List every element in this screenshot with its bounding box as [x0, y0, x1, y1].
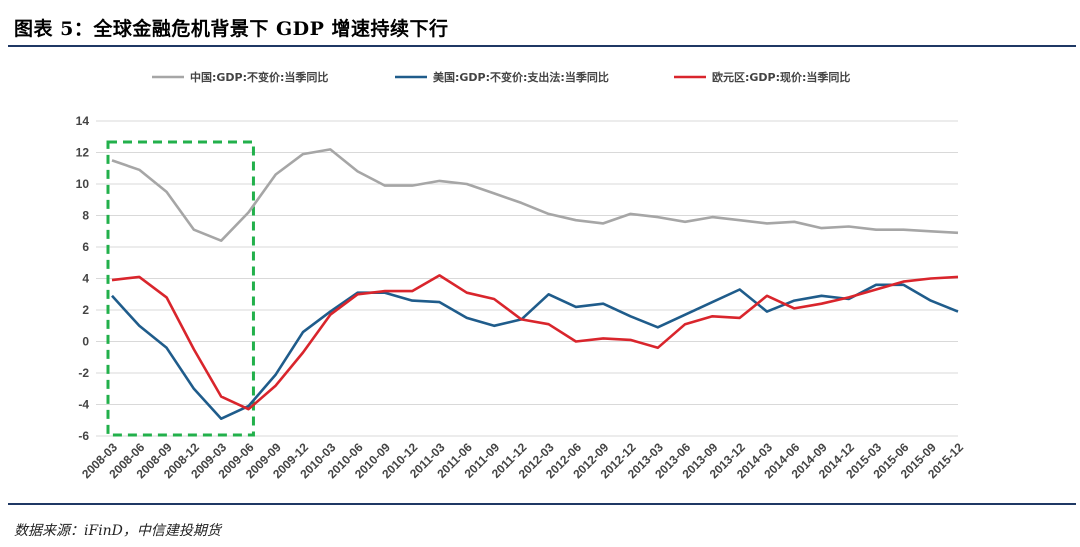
- y-tick-label: 2: [82, 303, 89, 317]
- title-rule: [8, 45, 1076, 47]
- source-note: 数据来源：iFinD，中信建投期货: [14, 523, 221, 539]
- series-line-usa: [111, 283, 959, 421]
- y-tick-label: 8: [82, 209, 89, 223]
- y-tick-label: 14: [76, 114, 90, 128]
- y-axis: 14 12 10 8 6 4 2 0 -2 -4 -6: [76, 114, 90, 443]
- chart-title: 图表 5：全球金融危机背景下 GDP 增速持续下行: [14, 18, 449, 40]
- legend: 中国:GDP:不变价:当季同比 美国:GDP:不变价:支出法:当季同比 欧元区:GD…: [152, 70, 850, 84]
- footer-rule: [8, 503, 1076, 505]
- y-tick-label: 4: [82, 272, 89, 286]
- line-chart: 中国:GDP:不变价:当季同比 美国:GDP:不变价:支出法:当季同比 欧元区:GD…: [76, 70, 967, 481]
- series-group: [111, 148, 959, 421]
- y-tick-label: -2: [78, 366, 89, 380]
- x-axis: 2008-032008-062008-092008-122009-032009-…: [79, 440, 966, 481]
- y-tick-label: 12: [76, 146, 90, 160]
- y-tick-label: 6: [82, 240, 89, 254]
- y-tick-label: 0: [82, 335, 89, 349]
- legend-label: 中国:GDP:不变价:当季同比: [190, 70, 328, 84]
- highlight-box: [106, 140, 255, 437]
- highlight-box-group: [106, 140, 255, 437]
- legend-label: 欧元区:GDP:现价:当季同比: [712, 70, 850, 84]
- y-tick-label: 10: [76, 177, 90, 191]
- legend-label: 美国:GDP:不变价:支出法:当季同比: [433, 70, 609, 84]
- series-line-china: [111, 148, 959, 242]
- y-tick-label: -6: [78, 429, 89, 443]
- y-tick-label: -4: [78, 398, 89, 412]
- gridlines: [96, 120, 958, 437]
- series-line-euro: [111, 274, 959, 411]
